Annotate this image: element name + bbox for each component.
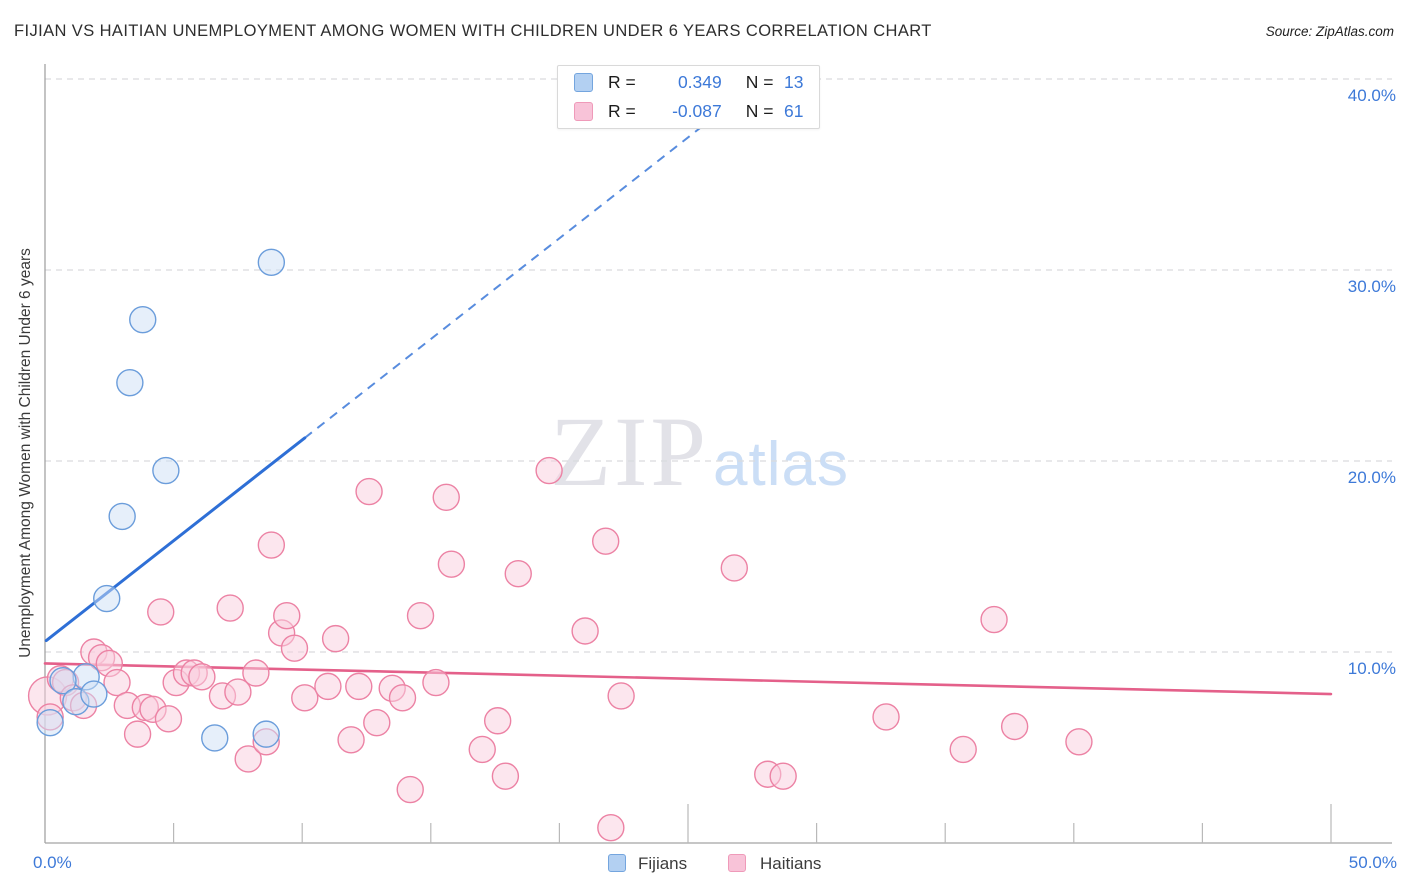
fijians-data-point[interactable]: [152, 456, 180, 485]
n-value-haitians: 61: [784, 101, 804, 121]
haitians-data-point[interactable]: [345, 672, 373, 701]
watermark-zip-text: ZIP: [550, 396, 709, 507]
fijians-data-point[interactable]: [49, 666, 77, 695]
watermark-atlas-text: atlas: [713, 430, 849, 499]
haitians-data-point[interactable]: [123, 720, 152, 748]
haitians-data-point[interactable]: [872, 703, 900, 731]
r-value-haitians: -0.087: [672, 101, 722, 121]
n-value-fijians: 13: [784, 72, 804, 92]
haitians-data-point[interactable]: [188, 663, 216, 691]
haitians-data-point[interactable]: [597, 814, 625, 842]
y-tick-label-30: 30.0%: [1347, 277, 1396, 296]
haitians-data-point[interactable]: [280, 634, 309, 662]
haitians-data-point[interactable]: [504, 559, 532, 588]
haitians-legend-label: Haitians: [760, 854, 822, 873]
haitians-data-point[interactable]: [337, 726, 365, 754]
haitians-data-point[interactable]: [363, 708, 391, 737]
r-label: R =: [608, 101, 636, 121]
haitians-data-point[interactable]: [234, 745, 262, 773]
fijians-trend-line-solid: [44, 436, 307, 643]
r-label: R =: [608, 72, 636, 92]
x-tick-label-min: 0.0%: [33, 853, 72, 872]
haitians-data-point[interactable]: [396, 775, 424, 804]
x-tick-label-max: 50.0%: [1348, 853, 1397, 872]
legend-row-fijians: R = 0.349 N = 13: [574, 71, 819, 95]
haitians-data-point[interactable]: [432, 483, 460, 511]
haitians-legend-swatch-icon: [728, 854, 746, 872]
correlation-legend-box: R = 0.349 N = 13 R = -0.087 N = 61: [557, 65, 820, 129]
haitians-data-point[interactable]: [103, 668, 131, 697]
fijians-swatch-icon: [574, 73, 593, 92]
fijians-legend-label: Fijians: [638, 854, 688, 873]
fijians-data-point[interactable]: [80, 680, 108, 708]
fijians-data-point[interactable]: [116, 368, 144, 397]
haitians-data-point[interactable]: [147, 598, 175, 626]
source-attribution: Source: ZipAtlas.com: [1265, 24, 1394, 39]
n-label: N =: [745, 72, 774, 92]
haitians-data-point[interactable]: [257, 531, 286, 559]
fijians-data-point[interactable]: [108, 502, 136, 531]
haitians-data-point[interactable]: [437, 550, 466, 578]
haitians-data-point[interactable]: [216, 594, 244, 622]
zipatlas-watermark: ZIP atlas: [550, 402, 849, 502]
haitians-data-point[interactable]: [355, 477, 383, 506]
haitians-data-point[interactable]: [591, 527, 620, 555]
haitians-data-point[interactable]: [980, 605, 1008, 634]
y-tick-label-40: 40.0%: [1347, 86, 1396, 105]
fijians-data-point[interactable]: [129, 305, 157, 334]
haitians-data-point[interactable]: [535, 456, 563, 485]
haitians-data-point[interactable]: [242, 659, 270, 687]
haitians-data-point[interactable]: [1065, 728, 1093, 756]
haitians-data-point[interactable]: [769, 762, 797, 790]
fijians-data-point[interactable]: [201, 724, 229, 752]
fijians-data-point[interactable]: [257, 248, 286, 277]
fijians-legend-swatch-icon: [608, 854, 626, 872]
fijians-trend-line-dashed-extension: [304, 78, 764, 439]
haitians-data-point[interactable]: [321, 624, 350, 653]
y-tick-label-20: 20.0%: [1347, 468, 1396, 487]
haitians-data-point[interactable]: [949, 735, 977, 764]
haitians-data-point[interactable]: [483, 707, 512, 735]
fijians-data-point[interactable]: [252, 720, 280, 748]
fijians-data-point[interactable]: [36, 708, 64, 737]
haitians-data-point[interactable]: [406, 602, 435, 630]
page-title: FIJIAN VS HAITIAN UNEMPLOYMENT AMONG WOM…: [14, 22, 932, 40]
legend-row-haitians: R = -0.087 N = 61: [574, 100, 819, 124]
haitians-swatch-icon: [574, 102, 593, 121]
haitians-data-point[interactable]: [491, 762, 520, 790]
r-value-fijians: 0.349: [677, 72, 722, 92]
haitians-data-point[interactable]: [388, 684, 417, 712]
haitians-data-point[interactable]: [1000, 712, 1029, 741]
haitians-data-point[interactable]: [422, 668, 450, 697]
haitians-data-point[interactable]: [720, 554, 748, 582]
haitians-data-point[interactable]: [314, 672, 342, 701]
haitians-data-point[interactable]: [571, 617, 599, 645]
haitians-data-point[interactable]: [607, 682, 635, 710]
y-tick-label-10: 10.0%: [1347, 659, 1396, 678]
haitians-data-point[interactable]: [273, 602, 301, 630]
haitians-data-point[interactable]: [154, 705, 183, 733]
haitians-data-point[interactable]: [224, 678, 252, 706]
fijians-data-point[interactable]: [93, 584, 121, 613]
haitians-data-point[interactable]: [291, 684, 319, 712]
n-label: N =: [745, 101, 774, 121]
haitians-data-point[interactable]: [468, 735, 496, 764]
